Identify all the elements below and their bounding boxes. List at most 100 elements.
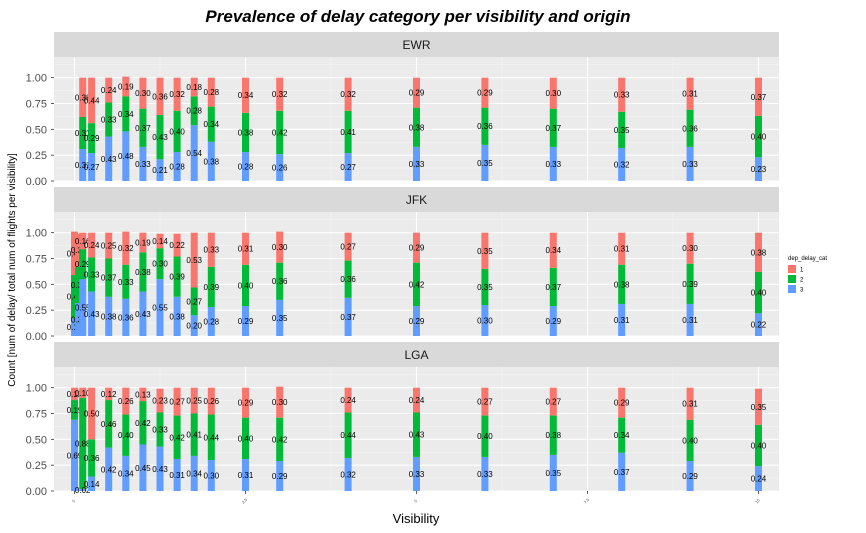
data-label: 0.14 (152, 237, 168, 246)
bar-segment-cat1 (344, 232, 352, 261)
bar-segment-cat1 (156, 233, 164, 249)
legend: dep_delay_cat 1 2 3 (788, 256, 827, 294)
bar-segment-cat1 (344, 387, 352, 413)
data-label: 0.33 (477, 470, 493, 479)
data-label: 0.27 (84, 163, 100, 172)
bar-stack: 0.28 0.40 0.32 (169, 77, 185, 181)
bar-segment-cat2 (71, 275, 79, 319)
data-label: 0.23 (751, 165, 767, 174)
bar-segment-cat3 (754, 313, 762, 336)
bar-segment-cat1 (242, 232, 250, 265)
bar-segment-cat3 (139, 146, 147, 181)
bar-stack: 0.17 0.42 0.42 (67, 231, 83, 336)
data-label: 0.36 (272, 277, 288, 286)
facet-panels: EWR0.000.250.500.751.000.310.310.380.270… (26, 32, 779, 498)
data-label: 0.40 (682, 436, 698, 445)
bar-segment-cat2 (413, 262, 420, 307)
data-label: 0.29 (75, 260, 91, 269)
data-label: 0.30 (546, 89, 562, 98)
bar-segment-cat3 (481, 144, 489, 181)
data-label: 0.22 (169, 241, 185, 250)
bar-segment-cat3 (75, 302, 83, 336)
data-label: 0.42 (67, 249, 83, 258)
bar-segment-cat2 (190, 96, 198, 126)
bar-stack: 0.29 0.40 0.31 (238, 232, 254, 336)
data-label: 0.40 (751, 133, 767, 142)
bar-stack: 0.28 0.39 0.33 (204, 232, 220, 336)
data-label: 0.33 (682, 160, 698, 169)
data-label: 0.25 (186, 397, 202, 406)
data-label: 0.35 (477, 247, 493, 256)
bar-segment-cat2 (618, 111, 626, 148)
bar-segment-cat2 (173, 415, 181, 459)
bar-segment-cat1 (549, 77, 557, 109)
data-label: 0.20 (186, 322, 202, 331)
data-label: 0.37 (751, 93, 767, 102)
bar-stack: 0.33 0.37 0.30 (135, 77, 151, 181)
legend-key-2 (788, 275, 796, 283)
bar-segment-cat2 (156, 248, 164, 280)
bar-segment-cat1 (618, 232, 626, 265)
bar-stack: 0.43 0.33 0.23 (152, 388, 168, 491)
data-label: 0.34 (614, 431, 630, 440)
data-label: 0.50 (84, 410, 100, 419)
bar-stack: 0.31 0.40 0.29 (238, 387, 254, 491)
data-label: 0.36 (682, 124, 698, 133)
bar-stack: 0.55 0.29 0.16 (75, 232, 91, 336)
bar-stack: 0.55 0.30 0.14 (152, 233, 168, 336)
bar-segment-cat1 (242, 387, 250, 418)
bar-segment-cat3 (139, 291, 147, 336)
data-label: 0.34 (118, 110, 134, 119)
bar-stack: 0.48 0.34 0.19 (118, 76, 134, 181)
bar-segment-cat3 (754, 466, 762, 491)
bar-segment-cat1 (413, 232, 420, 263)
y-tick-label: 0.75 (26, 409, 47, 421)
y-tick-label: 0.50 (26, 434, 47, 446)
bar-segment-cat3 (413, 456, 420, 491)
bar-stack: 0.20 0.27 0.53 (186, 232, 203, 336)
y-tick-label: 0.00 (26, 486, 47, 498)
bar-stack: 0.29 0.40 0.31 (682, 387, 698, 491)
bar-segment-cat3 (207, 141, 215, 181)
bar-segment-cat2 (139, 401, 147, 445)
bar-segment-cat3 (549, 454, 557, 491)
bar-segment-cat1 (139, 77, 147, 109)
bar-segment-cat1 (276, 231, 284, 263)
y-tick-label: 0.75 (26, 254, 47, 266)
bar-stack: 0.24 0.40 0.35 (751, 388, 767, 491)
data-label: 0.34 (118, 469, 134, 478)
bar-stack: 0.33 0.40 0.27 (477, 387, 493, 491)
bar-segment-cat2 (276, 262, 284, 300)
data-label: 0.29 (409, 244, 425, 253)
bar-segment-cat1 (190, 77, 198, 97)
bar-segment-cat3 (242, 306, 250, 336)
x-tick-label: 5 (413, 498, 419, 504)
y-tick-label: 1.00 (26, 383, 47, 395)
data-label: 0.43 (152, 465, 168, 474)
data-label: 0.41 (186, 431, 202, 440)
bar-segment-cat3 (190, 125, 198, 181)
bar-segment-cat1 (344, 77, 352, 111)
data-label: 0.38 (751, 248, 767, 257)
bar-segment-cat2 (276, 110, 284, 155)
bar-segment-cat1 (139, 232, 147, 253)
bar-segment-cat2 (754, 424, 762, 467)
data-label: 0.38 (546, 431, 562, 440)
data-label: 0.27 (477, 398, 493, 407)
y-axis-title: Count [num of delay/ total num of flight… (7, 153, 18, 387)
bar-segment-cat2 (686, 419, 694, 462)
data-label: 0.37 (340, 313, 356, 322)
bar-segment-cat2 (105, 258, 113, 297)
data-label: 0.29 (238, 317, 254, 326)
bar-segment-cat2 (79, 116, 87, 149)
bar-segment-cat2 (88, 257, 96, 292)
bar-segment-cat2 (190, 413, 198, 456)
bar-segment-cat3 (71, 419, 79, 491)
data-label: 0.55 (152, 304, 168, 313)
bar-segment-cat1 (105, 387, 113, 401)
bar-segment-cat3 (122, 298, 130, 336)
bar-segment-cat3 (173, 296, 181, 336)
data-label: 0.32 (614, 160, 630, 169)
bar-stack: 0.23 0.40 0.37 (751, 77, 767, 181)
bar-segment-cat2 (122, 414, 130, 456)
